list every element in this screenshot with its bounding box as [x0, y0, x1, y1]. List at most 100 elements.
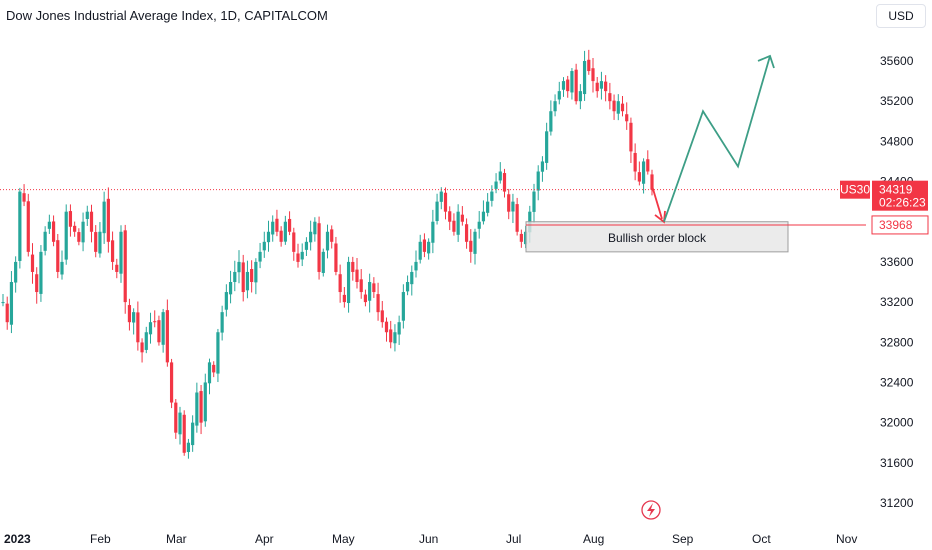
candle-body: [77, 232, 81, 242]
lightning-icon[interactable]: [641, 500, 661, 520]
candle-body: [431, 221, 435, 243]
candle-body: [418, 241, 422, 260]
candle-body: [393, 332, 397, 344]
price-axis[interactable]: 3120031600320003240032800332003360034400…: [840, 54, 929, 510]
candle-body: [570, 71, 574, 93]
candle-body: [283, 221, 287, 242]
candle-body: [448, 211, 452, 222]
candle-body: [43, 231, 47, 251]
candle-body: [309, 231, 313, 243]
down-arrow-head: [654, 210, 666, 224]
candle-body: [330, 229, 334, 242]
candle-body: [608, 93, 612, 102]
x-tick-label: Aug: [583, 532, 604, 546]
symbol-badge: [840, 180, 870, 199]
candle-body: [127, 305, 132, 323]
x-tick-label: May: [332, 532, 355, 546]
projection-path: [663, 55, 771, 223]
candle-body: [102, 201, 106, 234]
candle-body: [625, 114, 629, 122]
candle-body: [153, 321, 157, 323]
candle-body: [186, 442, 191, 453]
candle-body: [56, 240, 60, 272]
currency-selector[interactable]: USD: [876, 4, 926, 28]
candle-body: [637, 172, 641, 182]
candle-body: [64, 211, 68, 260]
candle-body: [473, 231, 477, 254]
candle-body: [612, 100, 616, 112]
candle-body: [9, 282, 14, 325]
candle-body: [414, 261, 418, 271]
y-tick-label: 35200: [880, 94, 914, 108]
candle-body: [410, 271, 414, 285]
candle-body: [132, 312, 136, 323]
last-price-badge: [872, 180, 928, 211]
candle-body: [22, 193, 26, 202]
candle-body: [532, 191, 536, 212]
candle-body: [561, 81, 566, 90]
candle-body: [51, 221, 56, 242]
candle-body: [368, 282, 372, 301]
candle-body: [292, 232, 296, 252]
candle-body: [372, 283, 376, 293]
candle-body: [557, 91, 561, 100]
candle-body: [582, 61, 587, 95]
candle-body: [469, 240, 473, 252]
candle-body: [591, 68, 595, 82]
candle-body: [275, 218, 279, 232]
candle-body: [296, 253, 300, 262]
candle-body: [389, 329, 393, 343]
candle-body: [456, 211, 460, 235]
candle-body: [587, 59, 591, 72]
candle-body: [599, 81, 604, 89]
candle-body: [401, 292, 405, 321]
candle-body: [481, 211, 486, 222]
y-tick-label: 32400: [880, 375, 914, 389]
candle-body: [540, 161, 545, 172]
candle-body: [477, 221, 481, 229]
candle-body: [553, 101, 557, 112]
candle-body: [346, 261, 351, 304]
x-tick-label: Feb: [90, 532, 111, 546]
order-block-label: Bullish order block: [608, 231, 707, 245]
candle-body: [39, 251, 43, 294]
candle-body: [115, 264, 119, 272]
y-tick-label: 33600: [880, 255, 914, 269]
candle-body: [363, 294, 368, 303]
candle-body: [169, 362, 174, 403]
candle-body: [254, 261, 258, 283]
candle-body: [338, 274, 342, 293]
candle-body: [81, 221, 85, 243]
candle-body: [405, 282, 410, 292]
candle-body: [258, 251, 262, 262]
candle-body: [94, 232, 98, 252]
symbol-label: US30: [840, 183, 870, 197]
x-tick-label: Sep: [672, 532, 694, 546]
candle-body: [98, 231, 102, 254]
candle-body: [262, 241, 266, 251]
candle-body: [157, 320, 161, 343]
candle-body: [68, 211, 73, 227]
candle-body: [519, 233, 523, 242]
chart-annotations: Bullish order block: [0, 54, 866, 253]
candle-body: [233, 271, 237, 283]
x-tick-label: 2023: [4, 532, 31, 546]
projection-arrow-head: [757, 54, 775, 69]
candle-body: [511, 201, 515, 212]
order-block-box[interactable]: [525, 221, 789, 253]
x-tick-label: Mar: [166, 532, 187, 546]
candle-body: [199, 391, 203, 423]
candle-body: [18, 191, 22, 261]
candle-body: [271, 221, 275, 235]
candle-body: [212, 364, 216, 373]
time-axis[interactable]: 2023 Feb Mar Apr May Jun Jul Aug Sep Oct Nov: [4, 532, 857, 546]
candle-body: [182, 414, 186, 453]
candle-body: [494, 181, 498, 189]
candle-body: [359, 279, 363, 293]
candle-body: [646, 159, 650, 172]
candle-body: [26, 201, 30, 252]
order-block-price-label: 33968: [879, 218, 913, 232]
candle-body: [629, 122, 633, 152]
candle-body: [174, 402, 178, 433]
